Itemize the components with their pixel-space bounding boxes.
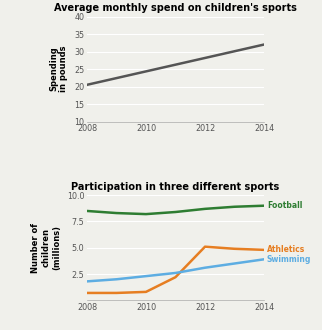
Text: Swimming: Swimming	[267, 255, 311, 264]
Text: Football: Football	[267, 201, 302, 210]
Title: Average monthly spend on children's sports: Average monthly spend on children's spor…	[54, 3, 297, 13]
Y-axis label: Number of
children
(millions): Number of children (millions)	[31, 223, 61, 273]
Title: Participation in three different sports: Participation in three different sports	[71, 182, 279, 192]
Y-axis label: Spending
in pounds: Spending in pounds	[49, 46, 68, 92]
Text: Athletics: Athletics	[267, 245, 305, 254]
